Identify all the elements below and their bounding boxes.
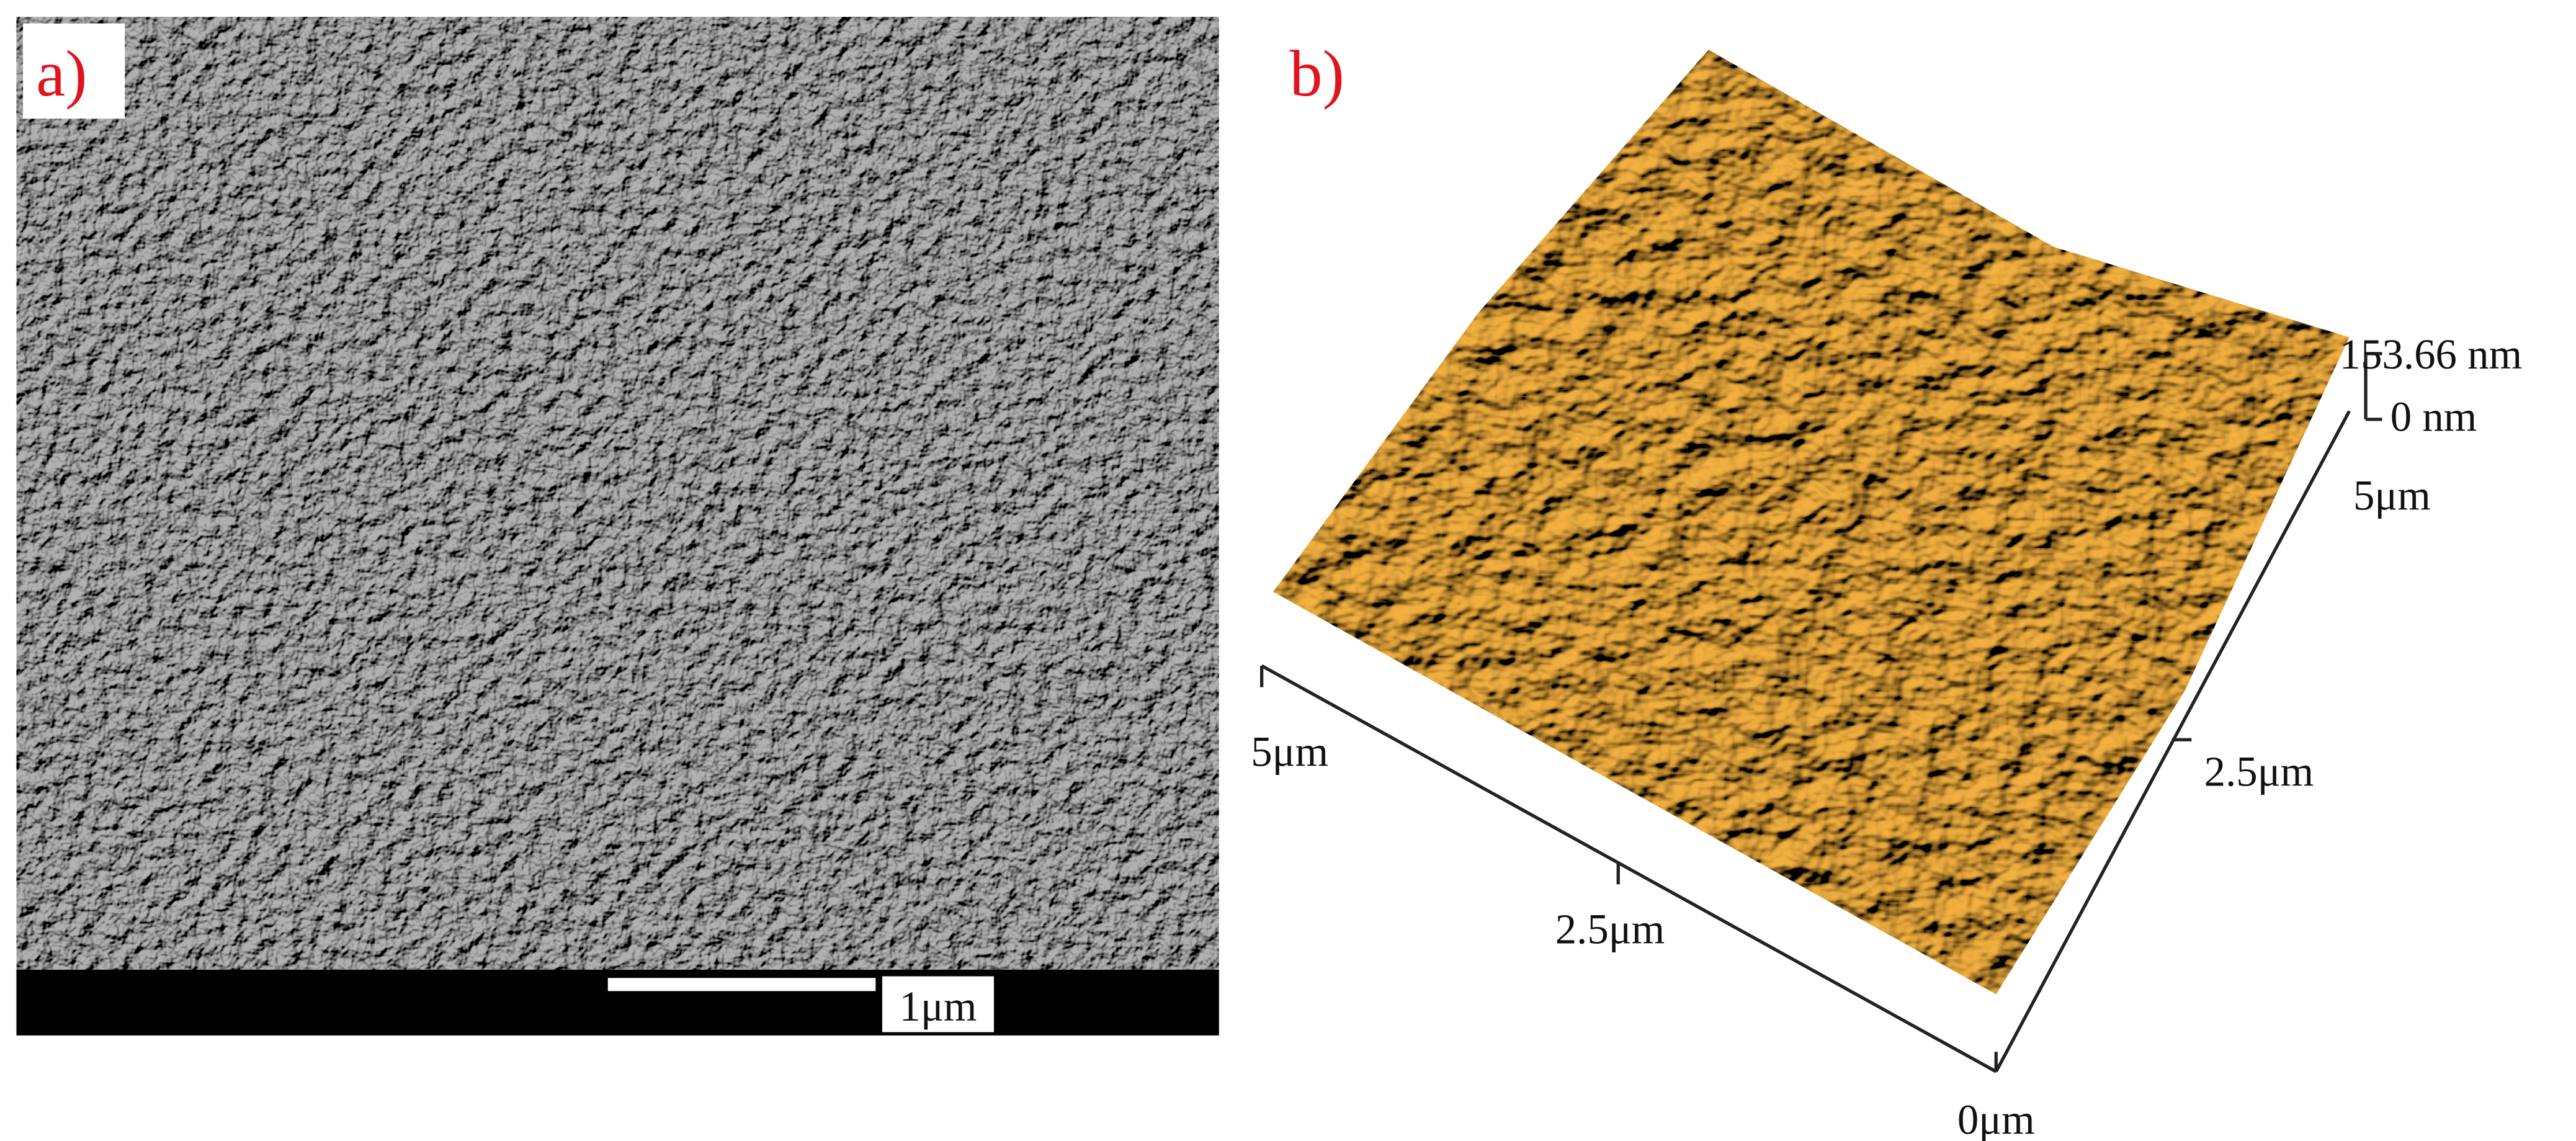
- y-label-mid: 2.5μm: [2204, 748, 2314, 795]
- panel-label: a): [36, 37, 87, 110]
- x-label-mid: 2.5μm: [1555, 906, 1665, 953]
- axes: [1259, 352, 2382, 1073]
- x-axis: [1261, 664, 1997, 1073]
- x-label-start: 5μm: [1251, 728, 1328, 776]
- sem-image: [16, 17, 1219, 973]
- x-label-end: 0μm: [1957, 1096, 2035, 1141]
- scale-label-box: [882, 976, 995, 1032]
- z-max-label: 153.66 nm: [2340, 331, 2522, 378]
- scale-bar: [607, 978, 876, 991]
- z-min-label: 0 nm: [2390, 393, 2477, 440]
- panel-label: b): [1290, 37, 1344, 110]
- afm-surface: [1273, 50, 2350, 995]
- panel-label-box: [23, 23, 125, 119]
- y-label-end: 5μm: [2353, 472, 2431, 519]
- scale-label: 1μm: [900, 983, 977, 1030]
